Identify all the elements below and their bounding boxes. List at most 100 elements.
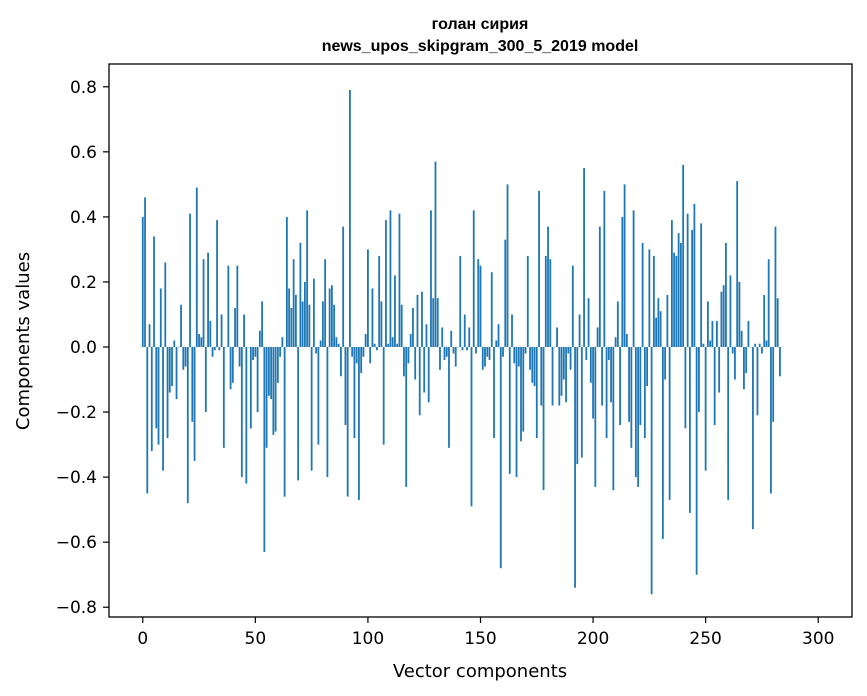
bar [526, 255, 529, 347]
bar [605, 347, 608, 439]
bar [731, 347, 734, 354]
bar [538, 190, 540, 347]
bar [283, 347, 286, 497]
bar [294, 294, 297, 348]
bar [684, 347, 687, 429]
bar [319, 340, 322, 348]
bar [499, 347, 502, 569]
bar [306, 210, 309, 347]
bar [285, 216, 288, 348]
bar [436, 298, 439, 347]
bar [686, 213, 689, 348]
bar [288, 288, 291, 347]
bar [767, 259, 770, 348]
bar [763, 294, 766, 348]
bar [265, 347, 268, 448]
bar [619, 347, 621, 426]
bar [612, 347, 615, 491]
bar [752, 347, 754, 530]
bar [761, 347, 763, 354]
bar [396, 343, 399, 347]
bar [324, 259, 327, 348]
bar [596, 327, 599, 348]
bar [673, 252, 676, 348]
bar [378, 255, 381, 347]
bar [511, 314, 513, 348]
bar [252, 347, 254, 361]
bar [736, 181, 739, 348]
bar [583, 168, 585, 347]
y-tick-label: −0.2 [56, 403, 97, 423]
plot-frame [108, 63, 853, 618]
bar [659, 311, 662, 347]
bar [729, 275, 732, 347]
y-tick-label: −0.4 [56, 468, 97, 488]
bar [331, 285, 333, 348]
bar [468, 327, 471, 348]
bar [204, 347, 207, 413]
bar [765, 340, 768, 348]
bar [427, 347, 430, 403]
bar [601, 347, 603, 406]
bar-series [141, 90, 781, 595]
bar [448, 347, 450, 448]
bar [398, 213, 401, 348]
bar [569, 347, 572, 370]
bar [754, 343, 757, 347]
bar [488, 347, 491, 361]
bar [594, 347, 597, 487]
x-tick-label: 200 [577, 629, 609, 649]
bar [425, 324, 428, 348]
bar [513, 347, 516, 364]
bar [312, 278, 315, 347]
bar [758, 343, 761, 347]
bar [389, 210, 392, 347]
bar [677, 233, 680, 347]
bar [743, 347, 745, 390]
bar [661, 347, 664, 539]
bar [308, 304, 311, 348]
bar [576, 347, 579, 465]
bar [254, 347, 257, 357]
bar [481, 347, 484, 370]
bar [373, 343, 376, 347]
bar [207, 252, 209, 348]
y-tick-label: 0.2 [70, 273, 97, 293]
bar [540, 347, 543, 406]
bar [238, 347, 241, 367]
bar [195, 187, 198, 347]
bar [144, 197, 146, 348]
bar [439, 347, 441, 370]
x-tick-label: 150 [464, 629, 496, 649]
bar [562, 347, 565, 380]
bar [416, 294, 419, 348]
bar [193, 347, 196, 461]
bar [693, 203, 696, 348]
x-axis-label: Vector components [393, 661, 567, 682]
bar [407, 347, 410, 364]
bar [637, 347, 640, 487]
bar [695, 347, 698, 575]
bar [150, 347, 153, 452]
bar [646, 347, 649, 387]
bar [486, 347, 489, 357]
bar [182, 347, 185, 370]
bar [290, 307, 293, 348]
bar [371, 288, 374, 347]
y-tick-label: 0.4 [70, 208, 97, 228]
bar [216, 220, 218, 347]
bar [574, 347, 576, 588]
bar [441, 327, 444, 348]
bar [682, 164, 685, 347]
y-axis: −0.8 −0.6 −0.4 −0.2 0.0 0.2 0.4 0.6 0.8 [56, 78, 109, 618]
bar [403, 347, 405, 377]
x-axis: 0 50 100 150 200 250 300 [137, 617, 834, 649]
bar [243, 314, 245, 348]
bar [716, 320, 718, 347]
x-tick-label: 50 [245, 629, 267, 649]
bar [358, 347, 360, 500]
bar [326, 347, 329, 478]
bar [603, 190, 606, 347]
bar [159, 288, 162, 347]
